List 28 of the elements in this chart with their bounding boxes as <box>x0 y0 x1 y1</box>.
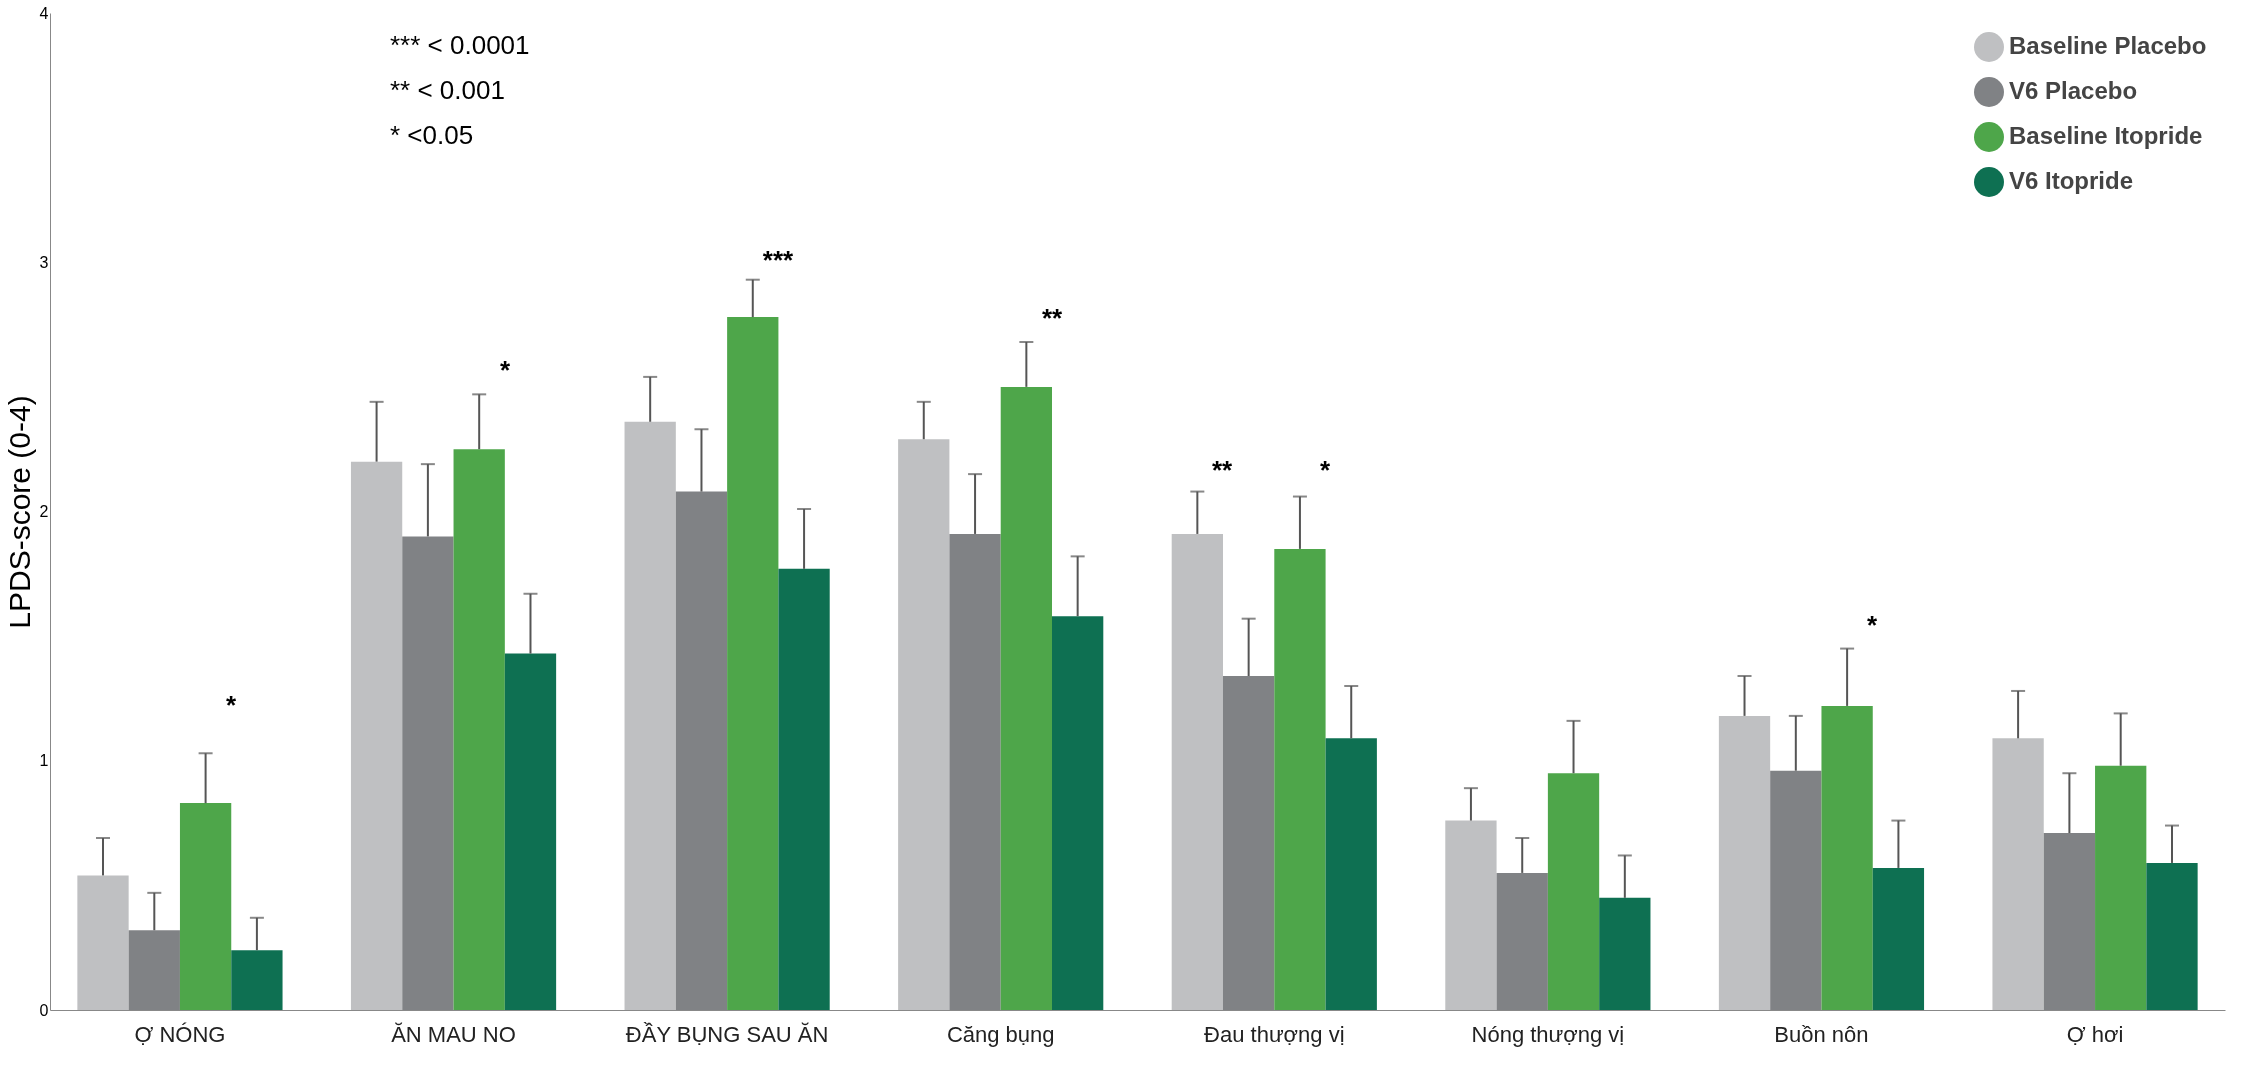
annotation: ** <box>1211 455 1233 485</box>
annotation: * <box>1319 455 1331 485</box>
y-tick-label: 3 <box>39 253 49 271</box>
x-tick-label: ĐẦY BỤNG SAU ĂN <box>625 1021 829 1047</box>
y-tick-label: 0 <box>39 1001 49 1019</box>
x-tick-label: Nóng thượng vị <box>1471 1021 1625 1047</box>
annotation: * <box>1866 610 1878 640</box>
annotation: ** < 0.001 <box>390 75 505 105</box>
y-tick-label: 4 <box>39 4 49 22</box>
y-tick-label: 2 <box>39 503 49 520</box>
legend-label: V6 Placebo <box>2009 77 2138 104</box>
x-tick-label: Ợ hơi <box>2066 1021 2124 1047</box>
annotation: ** <box>1041 303 1063 333</box>
legend-label: Baseline Itopride <box>2009 122 2203 149</box>
y-tick-label: 1 <box>39 752 49 770</box>
x-tick-label: Đau thượng vị <box>1204 1021 1345 1047</box>
annotation: *** < 0.0001 <box>390 30 530 60</box>
annotation: * <0.05 <box>390 120 474 150</box>
legend-label: Baseline Placebo <box>2009 32 2207 59</box>
annotation: *** <box>762 245 795 275</box>
x-tick-label: Buồn nôn <box>1774 1021 1869 1047</box>
y-axis-title: LPDS-score (0-4) <box>2 395 36 629</box>
x-tick-label: Căng bụng <box>946 1021 1055 1047</box>
x-tick-label: ĂN MAU NO <box>391 1021 516 1047</box>
annotation: * <box>499 355 511 385</box>
annotation: * <box>225 690 237 720</box>
x-tick-label: Ợ NÓNG <box>134 1021 226 1047</box>
legend-label: V6 Itopride <box>2009 167 2134 194</box>
